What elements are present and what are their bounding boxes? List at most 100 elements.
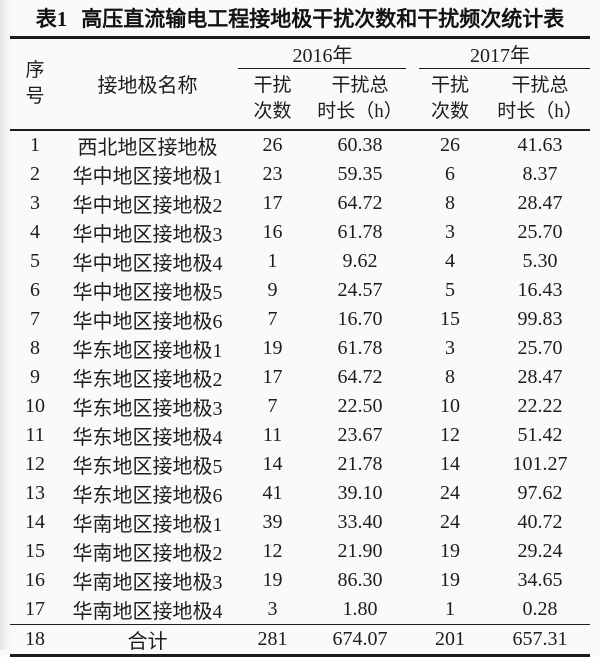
cell-2016-count-total: 281 [257, 627, 288, 650]
cell-name: 华东地区接地极6 [72, 484, 223, 507]
cell-2017-hours: 22.22 [517, 394, 563, 417]
header-year-2017: 2017年 [410, 38, 590, 69]
cell-serial: 14 [25, 510, 45, 533]
cell-serial: 15 [25, 539, 45, 562]
cell-2016-hours: 9.62 [342, 249, 378, 272]
cell-2016-hours: 64.72 [337, 365, 383, 388]
cell-serial: 10 [25, 394, 45, 417]
header-2017-duration-line1: 干扰总 [511, 75, 569, 97]
cell-serial: 4 [30, 220, 40, 243]
header-2016-count-line2: 次数 [253, 100, 292, 122]
cell-2017-hours: 25.70 [517, 220, 563, 243]
cell-2016-hours: 22.50 [337, 394, 383, 417]
cell-2017-count: 15 [440, 307, 460, 330]
cell-2016-hours: 16.70 [337, 307, 383, 330]
cell-2016-hours: 59.35 [337, 162, 383, 185]
cell-2017-count: 24 [440, 481, 460, 504]
table-title: 表1 高压直流输电工程接地极干扰次数和干扰频次统计表 [0, 0, 600, 36]
cell-2016-count: 14 [262, 452, 283, 475]
table-row: 8 华东地区接地极1 19 61.78 3 25.70 [10, 334, 590, 363]
header-2017-count-line2: 次数 [430, 100, 469, 122]
total-row: 18 合计 281 674.07 201 657.31 [10, 624, 590, 655]
cell-2017-hours: 29.24 [517, 539, 563, 562]
cell-2016-count: 12 [262, 539, 283, 562]
cell-name: 华东地区接地极2 [72, 368, 223, 391]
cell-2017-count: 4 [445, 249, 455, 272]
cell-name: 西北地区接地极 [77, 136, 218, 159]
cell-2017-count: 8 [445, 365, 455, 388]
cell-2016-count: 19 [262, 336, 283, 359]
header-2017-count-line1: 干扰 [430, 75, 469, 97]
cell-2016-hours: 33.40 [337, 510, 383, 533]
cell-2017-count-total: 201 [435, 627, 465, 650]
cell-2017-count: 14 [440, 452, 460, 475]
table-row: 14 华南地区接地极1 39 33.40 24 40.72 [10, 508, 590, 537]
header-year-2016: 2016年 [235, 38, 410, 69]
cell-name: 华中地区接地极5 [72, 281, 223, 304]
cell-2017-hours: 16.43 [517, 278, 563, 301]
cell-2017-hours: 25.70 [517, 336, 563, 359]
header-year-row: 序 号 接地极名称 2016年 2017年 [10, 37, 590, 131]
cell-2017-hours: 41.63 [517, 133, 563, 156]
cell-2016-count: 41 [262, 481, 283, 504]
cell-2016-hours: 61.78 [337, 336, 383, 359]
cell-serial: 2 [30, 162, 40, 185]
cell-name: 华中地区接地极6 [72, 310, 223, 333]
cell-2016-count: 7 [267, 307, 278, 330]
cell-2017-hours: 0.28 [490, 594, 590, 625]
cell-serial: 1 [30, 133, 40, 156]
cell-name: 华东地区接地极4 [72, 426, 223, 449]
table-row: 4 华中地区接地极3 16 61.78 3 25.70 [10, 218, 590, 247]
table-row: 15 华南地区接地极2 12 21.90 19 29.24 [10, 537, 590, 566]
header-2016-duration-line2: 时长（h） [317, 100, 403, 122]
cell-2016-hours: 24.57 [337, 278, 383, 301]
cell-2017-count: 12 [440, 423, 460, 446]
cell-2017-hours: 28.47 [517, 365, 563, 388]
cell-2017-count: 5 [445, 278, 455, 301]
table-row: 6 华中地区接地极5 9 24.57 5 16.43 [10, 276, 590, 305]
cell-serial: 6 [30, 278, 40, 301]
cell-2017-count: 1 [410, 594, 490, 625]
cell-2017-count: 8 [445, 191, 455, 214]
cell-serial: 16 [25, 568, 45, 591]
cell-2017-hours-total: 657.31 [512, 627, 568, 650]
table-row: 2 华中地区接地极1 23 59.35 6 8.37 [10, 160, 590, 189]
cell-2016-count: 9 [267, 278, 278, 301]
header-2017-count: 干扰 次数 [410, 68, 490, 131]
cell-2017-count: 19 [440, 568, 460, 591]
cell-2017-count: 10 [440, 394, 460, 417]
cell-name: 华中地区接地极3 [72, 223, 223, 246]
header-2016-duration: 干扰总 时长（h） [310, 68, 410, 131]
cell-2016-count: 26 [262, 133, 283, 156]
table-row: 16 华南地区接地极3 19 86.30 19 34.65 [10, 566, 590, 595]
cell-name: 华南地区接地极2 [72, 542, 223, 565]
cell-name: 华中地区接地极2 [72, 194, 223, 217]
table-caption: 高压直流输电工程接地极干扰次数和干扰频次统计表 [81, 7, 565, 31]
header-serial-line2: 号 [25, 85, 45, 107]
cell-2016-count: 17 [262, 191, 283, 214]
cell-2016-hours: 21.90 [337, 539, 383, 562]
cell-2016-hours: 1.80 [310, 594, 410, 625]
cell-2017-hours: 40.72 [517, 510, 563, 533]
table-row: 7 华中地区接地极6 7 16.70 15 99.83 [10, 305, 590, 334]
header-electrode-name: 接地极名称 [60, 37, 235, 131]
table-number-label: 表1 [35, 7, 68, 31]
cell-2016-hours: 23.67 [337, 423, 383, 446]
table-row: 1 西北地区接地极 26 60.38 26 41.63 [10, 130, 590, 160]
cell-2017-count: 24 [440, 510, 460, 533]
cell-2017-hours: 101.27 [512, 452, 568, 475]
statistics-table: 序 号 接地极名称 2016年 2017年 干扰 次数 干扰总 时长（h） 干扰 [10, 36, 590, 657]
cell-name: 华南地区接地极4 [60, 594, 235, 625]
cell-name: 华中地区接地极1 [72, 165, 223, 188]
cell-2017-hours: 97.62 [517, 481, 563, 504]
cell-2016-count: 11 [262, 423, 283, 446]
cell-serial: 5 [30, 249, 40, 272]
cell-name: 华南地区接地极1 [72, 513, 223, 536]
cell-serial: 12 [25, 452, 45, 475]
cell-2017-count: 3 [445, 336, 455, 359]
table-row: 10 华东地区接地极3 7 22.50 10 22.22 [10, 392, 590, 421]
cell-2016-hours: 61.78 [337, 220, 383, 243]
cell-2016-hours: 64.72 [337, 191, 383, 214]
table-row: 13 华东地区接地极6 41 39.10 24 97.62 [10, 479, 590, 508]
